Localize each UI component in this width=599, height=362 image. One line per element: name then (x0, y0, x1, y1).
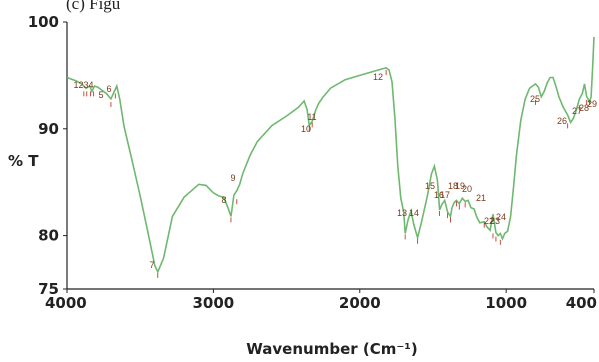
y-tick-label: 100 (28, 13, 59, 31)
peak-label: 123 (73, 80, 88, 90)
peak-label: 23 (490, 216, 500, 226)
x-ticks: 4000 3000 2000 1000 400 (45, 289, 597, 312)
y-tick-label: 75 (38, 280, 59, 298)
peak-label: 21 (476, 193, 486, 203)
peak-label: 24 (496, 212, 506, 222)
peak-label: 12 (373, 72, 383, 82)
peak-label: 16 (434, 190, 444, 200)
peak-label: 7 (149, 260, 154, 270)
peak-label: 20 (462, 184, 472, 194)
peak-label: 13 (397, 208, 407, 218)
peak-label: 26 (557, 116, 567, 126)
peak-label: 22 (484, 216, 494, 226)
peak-label: 4 (88, 80, 93, 90)
x-tick-label: 1000 (485, 294, 527, 312)
peak-label: 28 (579, 103, 589, 113)
peak-label: 11 (307, 112, 316, 122)
peak-label: 5 (98, 90, 103, 100)
x-tick-label: 3000 (193, 294, 235, 312)
peak-label: 8 (221, 195, 226, 205)
peak-label: 6 (106, 84, 111, 94)
peak-label: 17 (440, 190, 450, 200)
peak-label: 18 (448, 181, 458, 191)
x-tick-label: 2000 (339, 294, 381, 312)
peak-label: 19 (455, 181, 465, 191)
peak-label: 29 (587, 99, 597, 109)
peak-label: 27 (572, 106, 582, 116)
y-tick-label: 80 (38, 227, 59, 245)
y-ticks: 100 90 80 75 (28, 13, 67, 298)
peak-label: 10 (301, 124, 311, 134)
figure-caption-fragment: (c) Figu (66, 0, 121, 13)
y-tick-label: 90 (38, 120, 59, 138)
peak-label: 25 (530, 94, 540, 104)
x-tick-label: 4000 (45, 294, 87, 312)
spectrum-line (66, 36, 595, 274)
x-axis-label: Wavenumber (Cm⁻¹) (246, 340, 417, 358)
peak-label: 14 (409, 208, 419, 218)
chart-axes (66, 22, 594, 290)
peak-label: 9 (230, 173, 235, 183)
peak-label: 15 (425, 181, 435, 191)
y-axis-label: % T (8, 152, 39, 170)
x-tick-label: 400 (566, 294, 597, 312)
